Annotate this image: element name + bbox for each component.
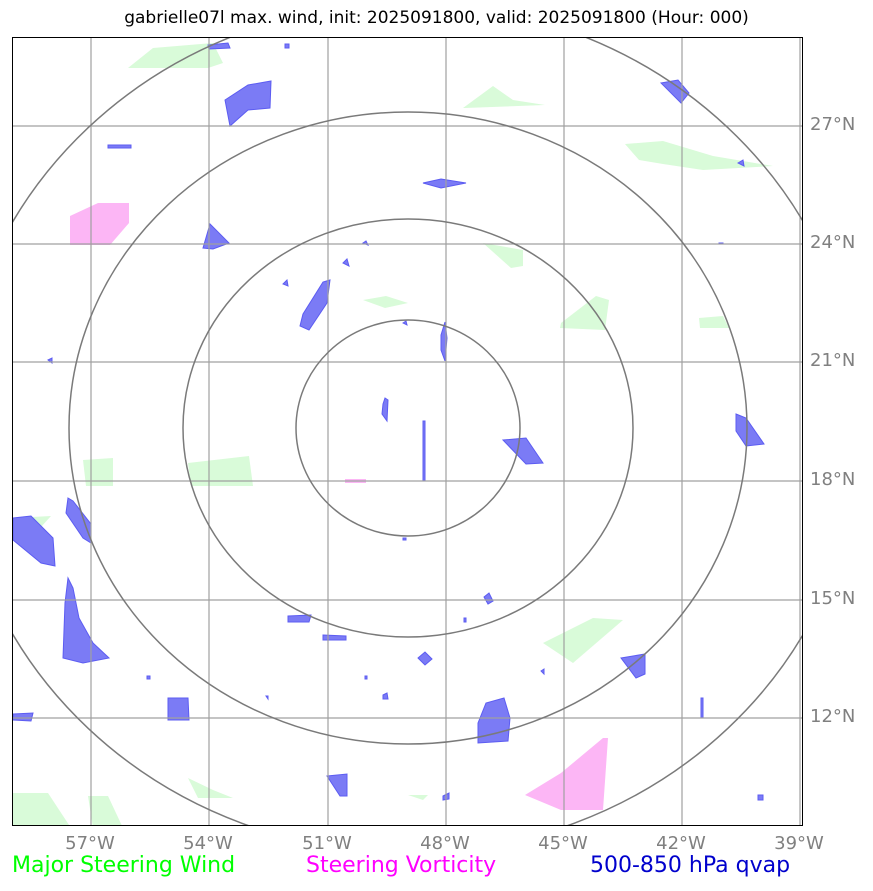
lon-label: 48°W [420, 833, 470, 854]
lat-label: 15°N [810, 588, 856, 609]
lon-label: 51°W [302, 833, 352, 854]
lon-label: 45°W [538, 833, 588, 854]
steering-vorticity-areas [70, 203, 608, 810]
map-panel [12, 37, 803, 826]
lat-label: 21°N [810, 350, 856, 371]
map-canvas [13, 38, 802, 825]
lat-label: 18°N [810, 469, 856, 490]
lon-label: 57°W [65, 833, 115, 854]
lon-label: 39°W [774, 833, 824, 854]
range-rings [13, 38, 802, 825]
legend-qvap: 500-850 hPa qvap [590, 853, 791, 878]
lat-label: 24°N [810, 232, 856, 253]
steering-wind-areas [13, 43, 773, 825]
lon-label: 42°W [656, 833, 706, 854]
graticule [13, 38, 802, 825]
legend-steering-vorticity: Steering Vorticity [306, 853, 497, 878]
lon-label: 54°W [183, 833, 233, 854]
legend-steering-wind: Major Steering Wind [12, 853, 236, 878]
plot-title: gabrielle07l max. wind, init: 2025091800… [124, 8, 749, 28]
lat-label: 27°N [810, 114, 856, 135]
lat-label: 12°N [810, 706, 856, 727]
